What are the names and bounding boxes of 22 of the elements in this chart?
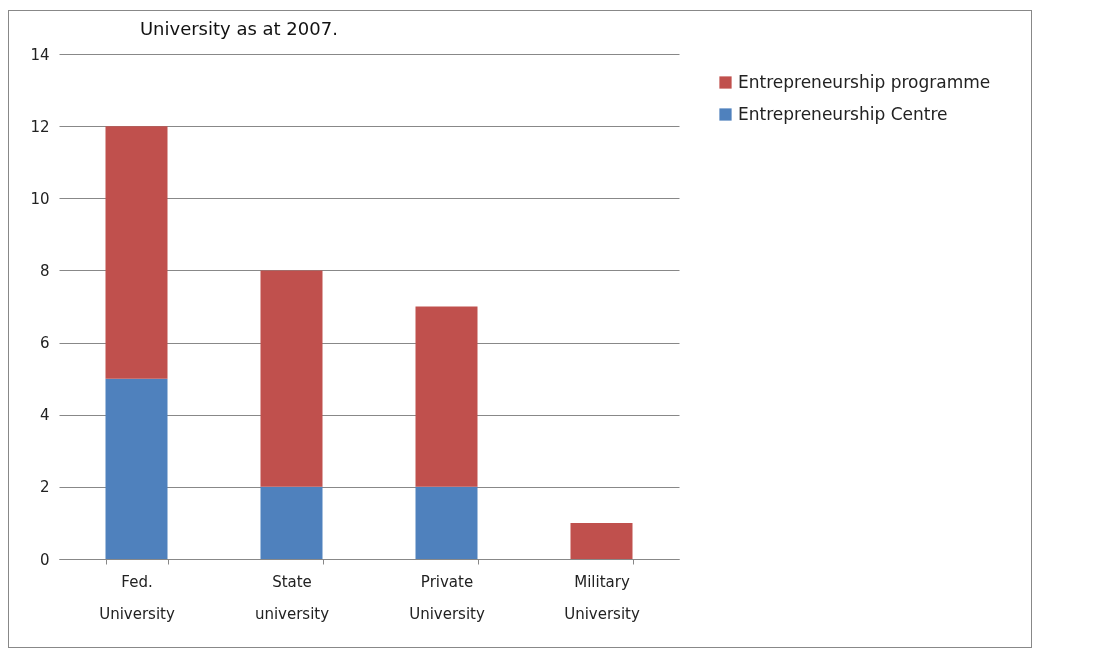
y-tick-label: 8 xyxy=(39,261,50,280)
y-tick-label: 4 xyxy=(39,406,50,425)
y-tick-label: 0 xyxy=(39,550,50,569)
chart-title: University as at 2007. xyxy=(139,18,338,39)
y-tick-label: 12 xyxy=(30,117,50,136)
y-tick-label: 10 xyxy=(30,189,50,208)
x-tick-label: Fed. University xyxy=(99,572,175,623)
bar xyxy=(260,270,323,487)
bar xyxy=(105,378,168,559)
x-tick-label: Military University xyxy=(564,572,640,623)
legend-label: Entrepreneurship Centre xyxy=(738,103,948,124)
bar xyxy=(260,486,323,559)
bar xyxy=(415,486,478,559)
legend-label: Entrepreneurship programme xyxy=(738,71,991,92)
x-tick-label: Private University xyxy=(409,572,485,623)
x-tick-label: State university xyxy=(254,572,330,623)
y-tick-label: 2 xyxy=(39,478,50,497)
bar xyxy=(105,126,168,379)
bar xyxy=(570,522,633,559)
y-tick-label: 6 xyxy=(39,334,50,353)
y-tick-label: 14 xyxy=(30,45,50,64)
bar xyxy=(415,306,478,487)
